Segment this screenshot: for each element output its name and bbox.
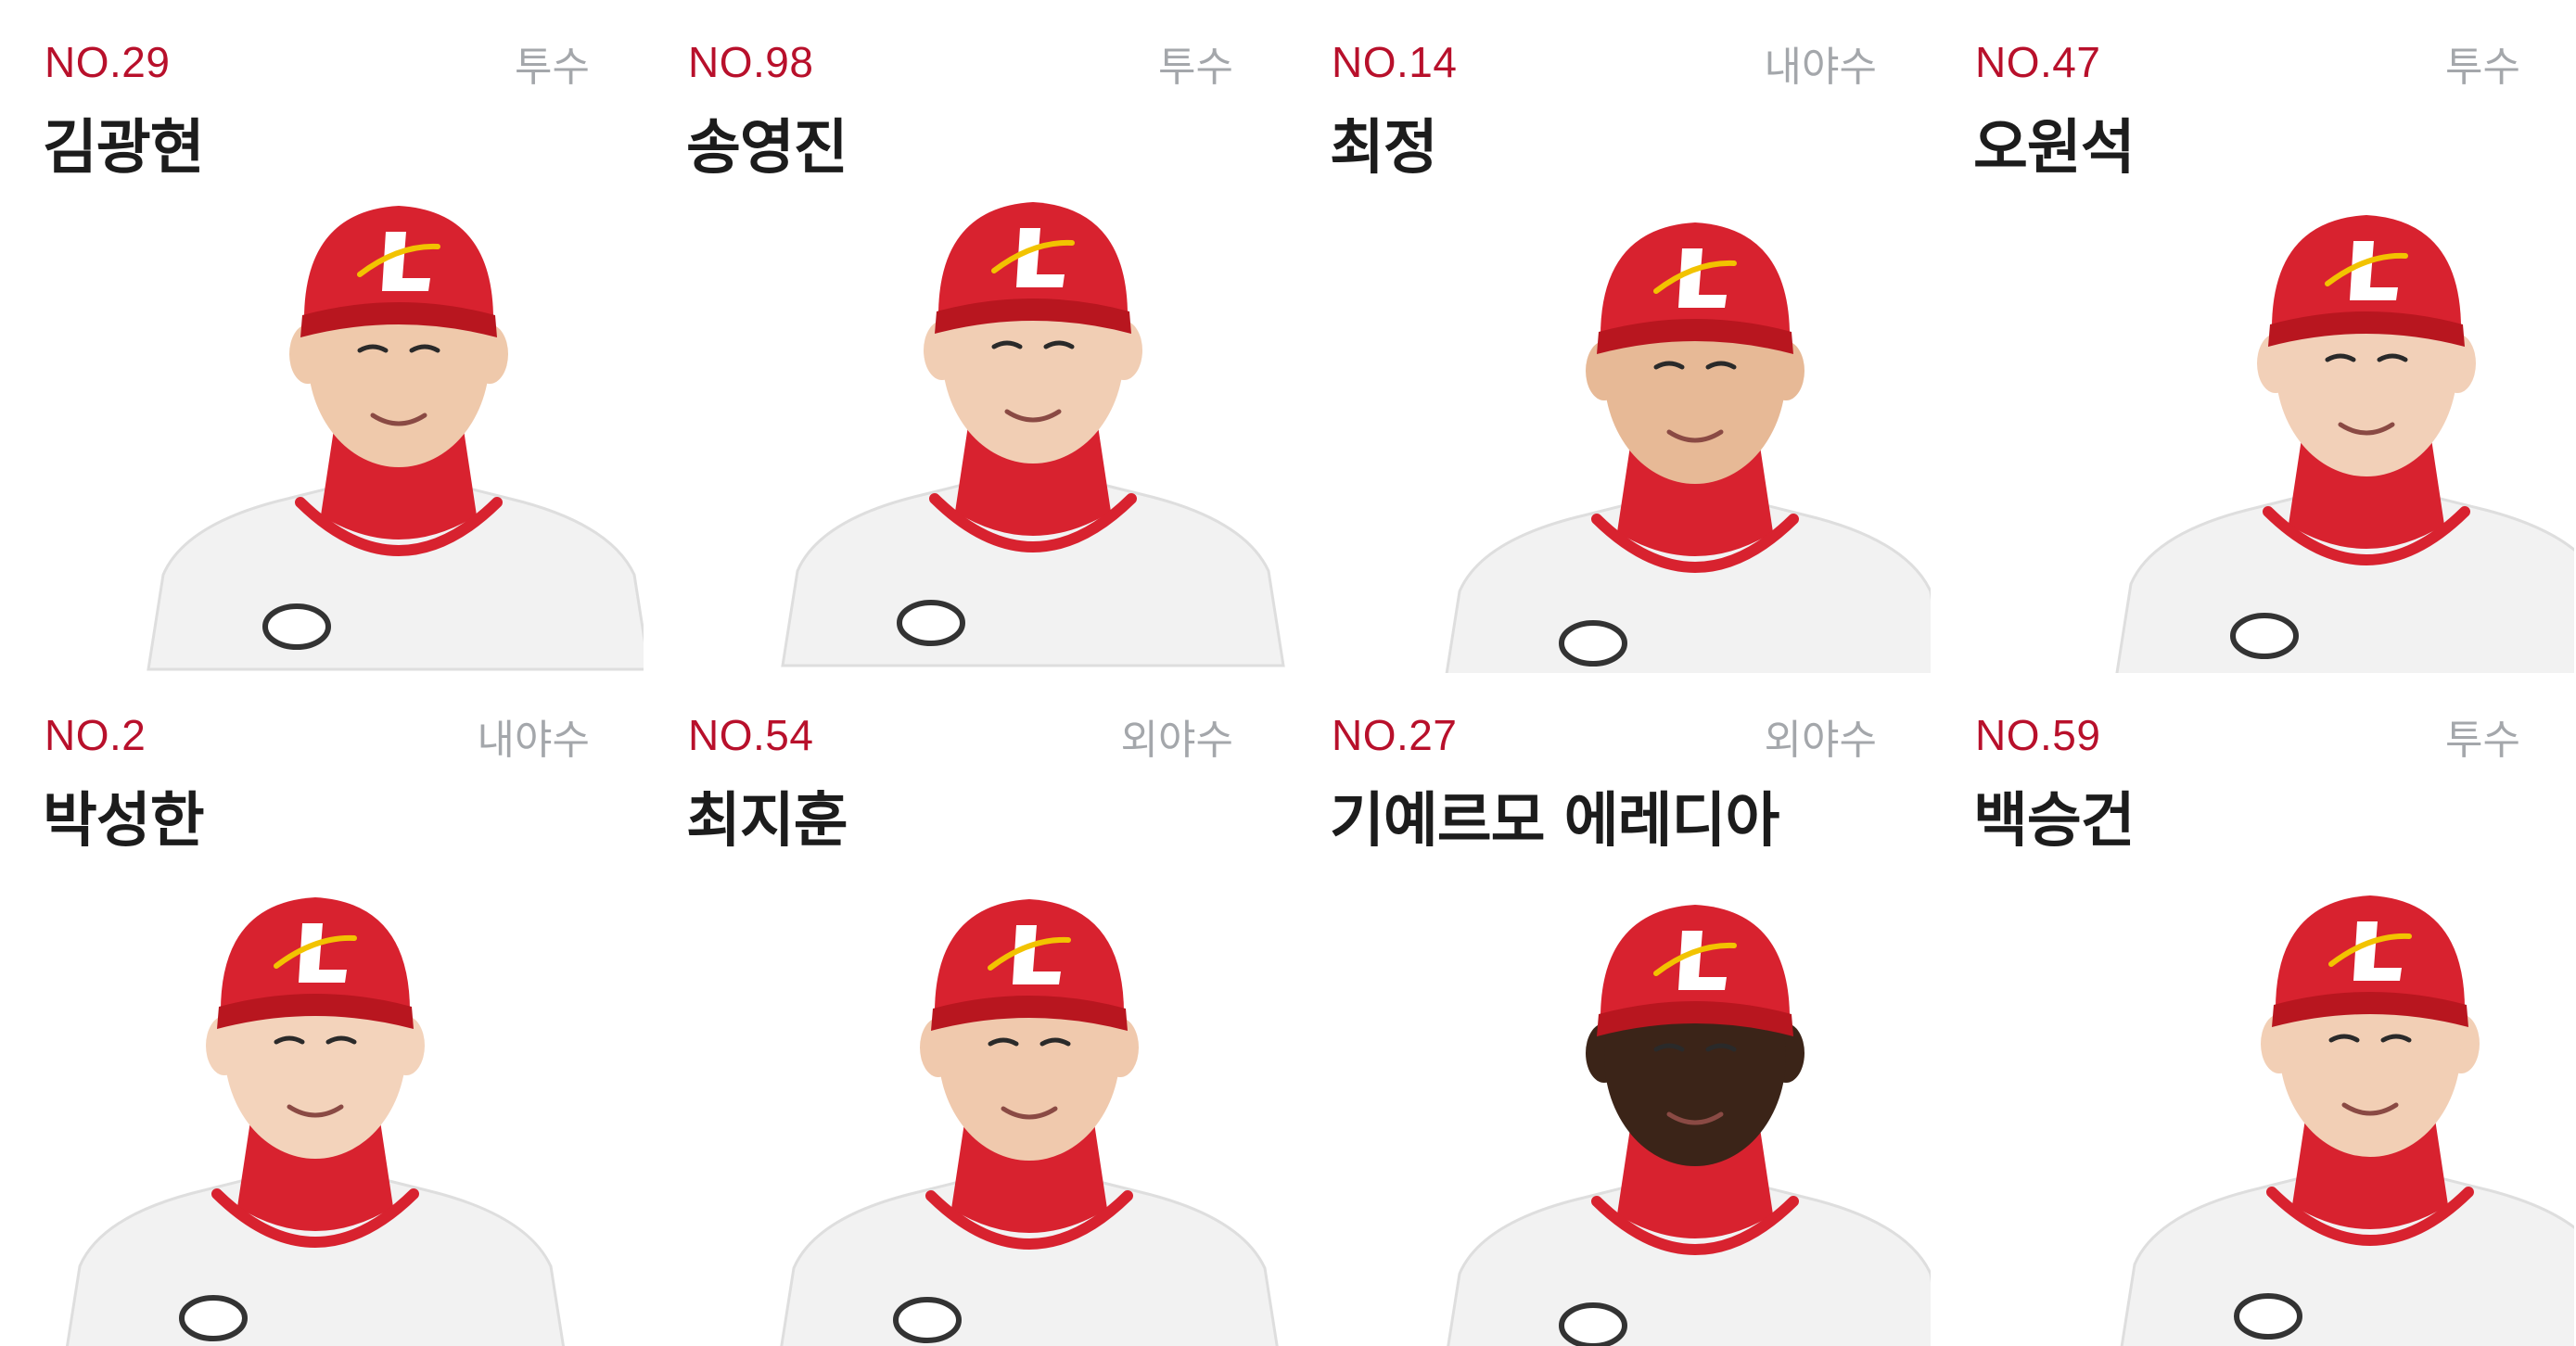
player-photo xyxy=(147,206,644,671)
player-number: NO.2 xyxy=(45,711,147,759)
collar-trim xyxy=(925,1190,1133,1250)
cap-brim xyxy=(217,994,414,1029)
chest-logo-icon xyxy=(893,1297,962,1343)
cap-logo-swoosh xyxy=(1653,260,1737,294)
player-position: 내야수 xyxy=(477,717,590,764)
player-position: 내야수 xyxy=(1764,44,1877,91)
cap-brim xyxy=(1597,1001,1793,1036)
eyes-shape xyxy=(2328,1034,2412,1043)
cap-brim xyxy=(935,298,1131,334)
player-photo xyxy=(781,202,1285,667)
eyes-shape xyxy=(357,344,440,353)
collar-trim xyxy=(1591,514,1799,573)
cap-logo-swoosh xyxy=(988,936,1071,971)
mouth-shape xyxy=(2341,1102,2399,1116)
collar-trim xyxy=(211,1188,419,1248)
chest-logo-icon xyxy=(1559,620,1627,667)
cap-brim xyxy=(2268,311,2465,347)
player-position: 투수 xyxy=(515,44,590,91)
player-position: 투수 xyxy=(2445,44,2520,91)
mouth-shape xyxy=(287,1104,344,1118)
player-position: 외야수 xyxy=(1120,717,1233,764)
collar-trim xyxy=(2263,506,2470,565)
cap-brim xyxy=(300,302,497,337)
cap-logo-swoosh xyxy=(991,239,1075,273)
cap-logo-swoosh xyxy=(357,243,440,277)
player-card[interactable]: NO.27 외야수 기예르모 에레디아 xyxy=(1287,673,1931,1346)
player-name: 최지훈 xyxy=(686,787,848,856)
mouth-shape xyxy=(1666,1111,1724,1125)
player-number: NO.47 xyxy=(1975,38,2101,86)
mouth-shape xyxy=(370,413,427,426)
cap-logo-icon xyxy=(2350,241,2398,300)
player-name: 송영진 xyxy=(686,114,848,183)
chest-logo-icon xyxy=(2230,613,2299,659)
player-photo xyxy=(2120,895,2574,1346)
collar-trim xyxy=(1591,1196,1799,1255)
collar-trim xyxy=(295,497,503,556)
eyes-shape xyxy=(274,1035,357,1045)
chest-logo-icon xyxy=(2234,1293,2302,1340)
player-photo xyxy=(1447,905,1931,1346)
chest-logo-icon xyxy=(179,1295,248,1341)
player-number: NO.14 xyxy=(1332,38,1458,86)
cap-brim xyxy=(931,996,1128,1031)
player-number: NO.29 xyxy=(45,38,171,86)
eyes-shape xyxy=(1653,1043,1737,1052)
player-card[interactable]: NO.47 투수 오원석 xyxy=(1931,0,2574,673)
cap-logo-icon xyxy=(1678,248,1727,308)
player-position: 투수 xyxy=(2445,717,2520,764)
eyes-shape xyxy=(2325,353,2408,362)
chest-logo-icon xyxy=(897,600,965,646)
mouth-shape xyxy=(1004,409,1062,423)
player-photo xyxy=(780,899,1279,1346)
player-photo xyxy=(65,897,566,1346)
collar-trim xyxy=(929,493,1137,552)
player-name: 기예르모 에레디아 xyxy=(1330,787,1779,856)
player-card[interactable]: NO.54 외야수 최지훈 xyxy=(644,673,1287,1346)
cap-logo-icon xyxy=(382,232,430,291)
mouth-shape xyxy=(1001,1106,1058,1120)
cap-logo-swoosh xyxy=(1653,942,1737,976)
cap-logo-icon xyxy=(1016,228,1065,287)
player-position: 외야수 xyxy=(1764,717,1877,764)
mouth-shape xyxy=(1666,429,1724,443)
eyes-shape xyxy=(988,1037,1071,1047)
chest-logo-icon xyxy=(262,603,331,650)
player-number: NO.98 xyxy=(688,38,814,86)
cap-logo-swoosh xyxy=(2328,933,2412,967)
player-photo xyxy=(1445,222,1931,673)
cap-logo-icon xyxy=(1678,931,1727,990)
player-name: 박성한 xyxy=(43,787,205,856)
cap-brim xyxy=(1597,319,1793,354)
cap-logo-swoosh xyxy=(274,934,357,969)
player-card[interactable]: NO.2 내야수 박성한 xyxy=(0,673,644,1346)
chest-logo-icon xyxy=(1559,1302,1627,1346)
player-position: 투수 xyxy=(1158,44,1233,91)
player-card[interactable]: NO.29 투수 김광현 xyxy=(0,0,644,673)
player-card[interactable]: NO.14 내야수 최정 xyxy=(1287,0,1931,673)
player-name: 오원석 xyxy=(1973,114,2136,183)
player-name: 백승건 xyxy=(1973,787,2136,856)
cap-logo-icon xyxy=(299,923,347,983)
cap-brim xyxy=(2272,992,2468,1027)
cap-logo-icon xyxy=(2353,921,2402,981)
player-card[interactable]: NO.98 투수 송영진 xyxy=(644,0,1287,673)
eyes-shape xyxy=(1653,361,1737,370)
eyes-shape xyxy=(991,340,1075,349)
player-number: NO.59 xyxy=(1975,711,2101,759)
player-number: NO.54 xyxy=(688,711,814,759)
player-photo xyxy=(2115,215,2574,673)
player-name: 김광현 xyxy=(43,114,205,183)
player-number: NO.27 xyxy=(1332,711,1458,759)
player-card[interactable]: NO.59 투수 백승건 xyxy=(1931,673,2574,1346)
collar-trim xyxy=(2266,1187,2474,1246)
mouth-shape xyxy=(2338,422,2395,436)
cap-logo-swoosh xyxy=(2325,252,2408,286)
player-name: 최정 xyxy=(1330,114,1438,183)
cap-logo-icon xyxy=(1013,925,1061,984)
